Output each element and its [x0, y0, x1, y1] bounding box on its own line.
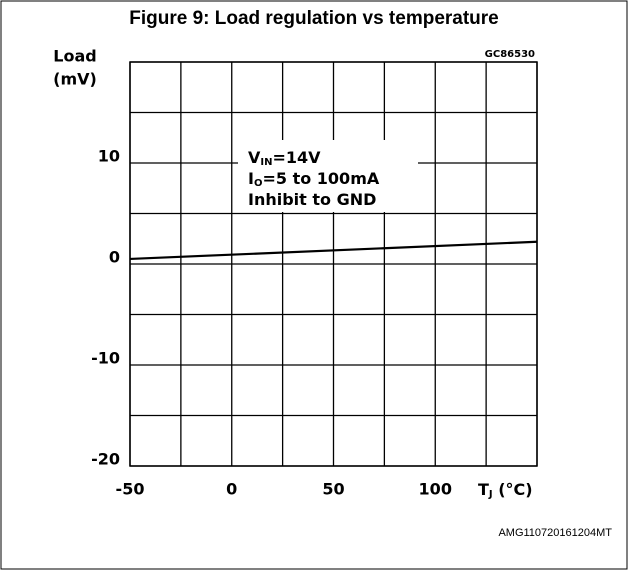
y-tick-label: 0 — [109, 248, 120, 267]
x-tick-label: 100 — [419, 480, 452, 499]
annotation-sub: O — [254, 178, 263, 189]
chart-title: Figure 9: Load regulation vs temperature — [129, 8, 499, 29]
x-axis-label-text: T — [478, 480, 489, 499]
annotation-rest: =14V — [272, 148, 321, 167]
annotation-text: V — [248, 148, 261, 167]
x-tick-label: 0 — [226, 480, 237, 499]
annotation-text: Inhibit to GND — [248, 190, 376, 209]
annotation: IO=5 to 100mA — [248, 169, 380, 190]
annotation-sub: IN — [260, 157, 272, 168]
y-tick-label: -10 — [91, 349, 120, 368]
annotation: VIN=14V — [248, 148, 321, 169]
y-axis-label: (mV) — [53, 70, 97, 89]
annotation-box — [238, 140, 418, 212]
x-tick-label: 50 — [322, 480, 344, 499]
x-axis-label-sub: J — [488, 489, 493, 500]
y-tick-label: -20 — [91, 450, 120, 469]
annotation: Inhibit to GND — [248, 190, 376, 209]
y-tick-label: 10 — [98, 147, 120, 166]
y-axis-label: Load — [53, 47, 96, 66]
x-tick-label: -50 — [116, 480, 145, 499]
x-axis-label: TJ (°C) — [478, 480, 533, 501]
line — [129, 240, 538, 261]
footer: AMG110720161204MT — [498, 527, 612, 539]
figure-code: GC86530 — [485, 49, 535, 60]
annotation-text: I — [248, 169, 254, 188]
annotation-rest: =5 to 100mA — [262, 169, 379, 188]
plot-border — [129, 61, 538, 467]
x-axis-label-rest: (°C) — [493, 480, 533, 499]
